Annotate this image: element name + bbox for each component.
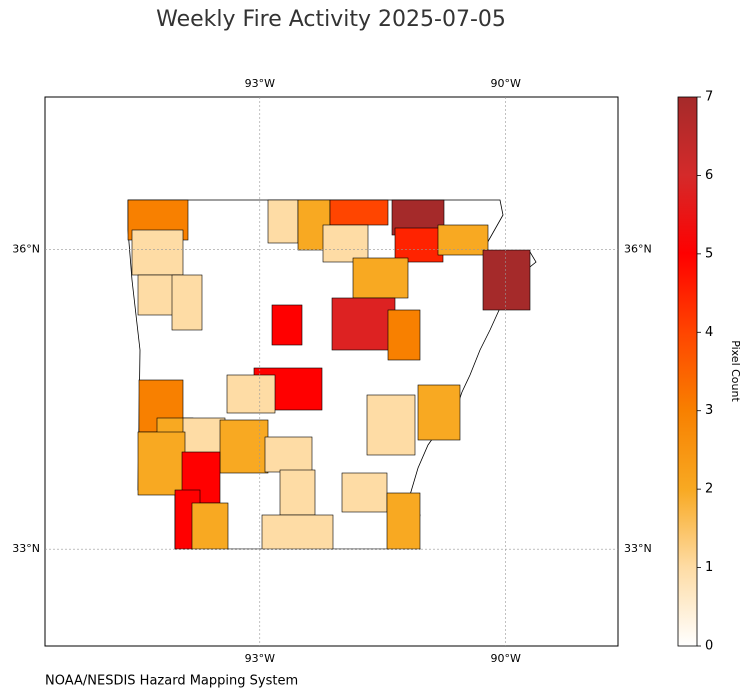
- colorbar-label: Pixel Count: [729, 340, 742, 402]
- colorbar-tick-label: 4: [705, 325, 713, 340]
- county: [182, 417, 226, 456]
- colorbar-tick-label: 3: [705, 403, 713, 418]
- county: [352, 257, 409, 299]
- county: [366, 394, 416, 456]
- county: [226, 374, 276, 414]
- county: [137, 431, 186, 496]
- county: [171, 274, 203, 331]
- colorbar-tick-label: 6: [705, 168, 713, 183]
- county: [279, 469, 316, 516]
- county: [271, 304, 303, 346]
- y-tick-label: 36°N: [624, 243, 652, 256]
- y-tick-label: 36°N: [12, 243, 40, 256]
- county: [417, 384, 461, 441]
- x-tick-label: 90°W: [491, 77, 521, 90]
- source-note: NOAA/NESDIS Hazard Mapping System: [45, 674, 298, 689]
- x-tick-label: 93°W: [245, 652, 275, 665]
- county: [261, 514, 334, 550]
- x-tick-label: 93°W: [245, 77, 275, 90]
- county: [219, 419, 269, 474]
- colorbar-tick-label: 7: [705, 90, 713, 105]
- county: [267, 199, 299, 244]
- county: [131, 229, 184, 276]
- county: [331, 297, 396, 351]
- county: [394, 227, 444, 263]
- county: [264, 436, 313, 473]
- colorbar-tick-label: 0: [705, 639, 713, 654]
- county: [437, 224, 489, 256]
- colorbar-tick-label: 2: [705, 482, 713, 497]
- colorbar-tick-label: 1: [705, 560, 713, 575]
- y-tick-label: 33°N: [624, 542, 652, 555]
- county: [322, 224, 369, 263]
- x-tick-label: 90°W: [491, 652, 521, 665]
- county: [387, 309, 421, 361]
- county: [329, 199, 389, 226]
- map-title: Weekly Fire Activity 2025-07-05: [156, 7, 506, 32]
- county: [341, 472, 388, 513]
- county: [482, 249, 531, 311]
- county: [191, 502, 229, 550]
- colorbar-tick-label: 5: [705, 246, 713, 261]
- colorbar: [677, 96, 698, 647]
- county: [386, 492, 421, 550]
- y-tick-label: 33°N: [12, 542, 40, 555]
